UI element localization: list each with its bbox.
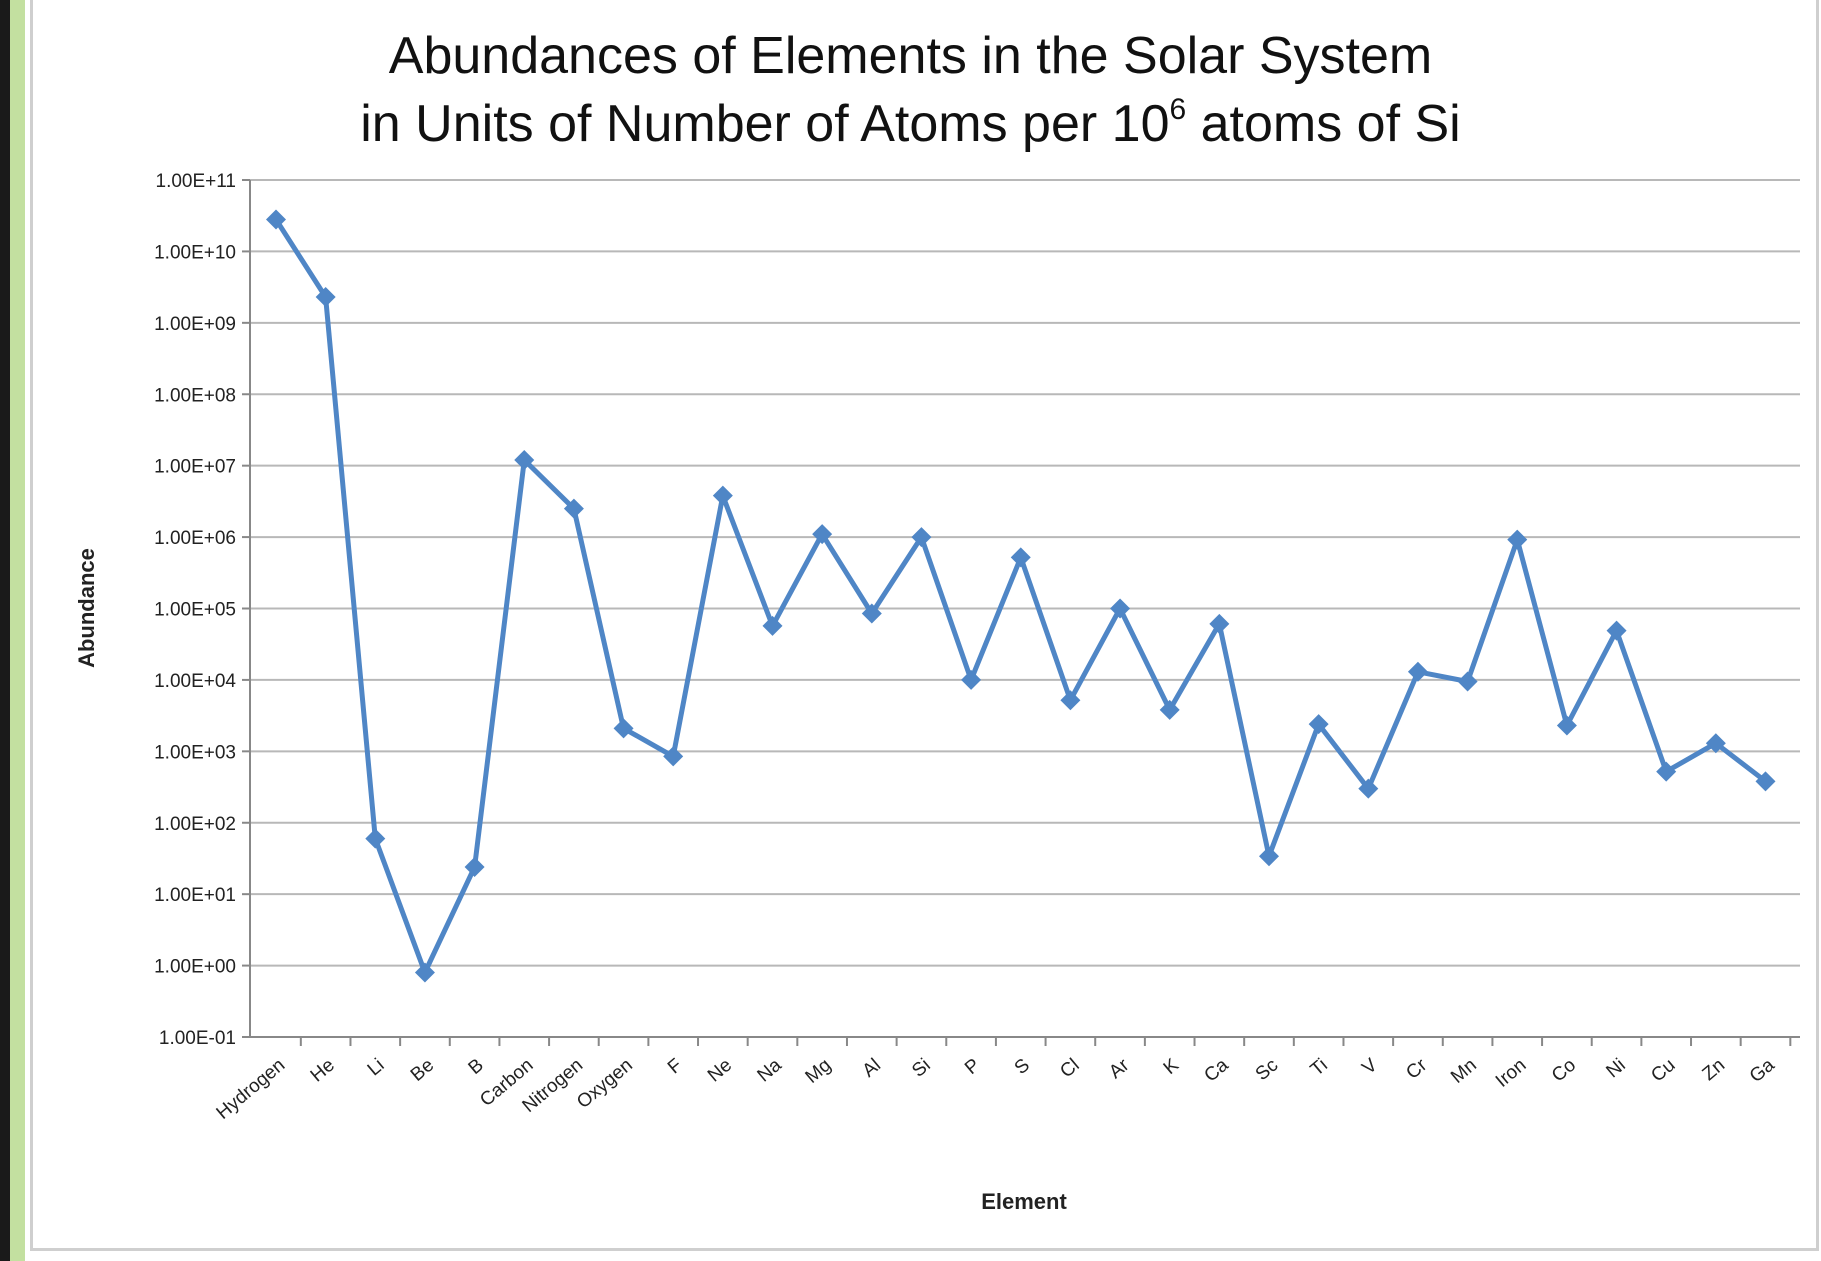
y-tick-label: 1.00E+10 <box>154 242 236 263</box>
x-tick-label: Mg <box>802 1055 836 1088</box>
data-point <box>365 828 386 849</box>
chart-title-superscript: 6 <box>1169 93 1187 126</box>
y-tick-labels: 1.00E-01 1.00E+00 1.00E+01 1.00E+02 1.00E+03… <box>154 171 236 1049</box>
x-tick-label: K <box>1160 1055 1183 1079</box>
data-point <box>613 718 634 739</box>
x-tick-label: V <box>1358 1055 1381 1079</box>
y-tick-label: 1.00E+09 <box>154 314 236 335</box>
x-tick-label: Na <box>754 1054 786 1086</box>
x-tick-label: Ni <box>1603 1055 1630 1083</box>
chart-title: Abundances of Elements in the Solar Syst… <box>0 22 1821 158</box>
y-tick-label: 1.00E+02 <box>154 814 236 835</box>
x-tick-label: Cl <box>1056 1055 1083 1083</box>
left-accent-bar <box>10 0 25 1261</box>
data-point <box>911 527 932 548</box>
chart-title-line-1: Abundances of Elements in the Solar Syst… <box>388 27 1433 85</box>
y-tick-label: 1.00E+01 <box>154 885 236 906</box>
chart-title-line-2-prefix: in Units of Number of Atoms per 10 <box>360 95 1170 153</box>
data-point <box>414 962 435 983</box>
chart-frame <box>30 0 1819 1251</box>
data-point <box>812 524 833 545</box>
data-point <box>1606 620 1627 641</box>
y-tick-label: 1.00E-01 <box>159 1028 236 1049</box>
axes <box>242 179 1800 1046</box>
data-point <box>1457 671 1478 692</box>
data-point <box>1308 714 1329 735</box>
data-point <box>663 746 684 767</box>
data-point <box>563 498 584 519</box>
data-point <box>1110 598 1131 619</box>
chart-title-line-2: in Units of Number of Atoms per 106 atom… <box>0 90 1821 158</box>
x-tick-label: Cr <box>1402 1054 1431 1083</box>
left-edge-bar <box>0 0 10 1261</box>
data-point <box>861 603 882 624</box>
y-tick-label: 1.00E+06 <box>154 528 236 549</box>
data-point <box>1010 547 1031 568</box>
x-tick-label: Ar <box>1105 1054 1134 1083</box>
data-point <box>762 615 783 636</box>
data-point <box>1556 715 1577 736</box>
x-tick-label: Iron <box>1492 1055 1531 1092</box>
y-tick-label: 1.00E+04 <box>154 671 236 692</box>
x-tick-label: Hydrogen <box>213 1055 290 1124</box>
data-point <box>464 857 485 878</box>
x-tick-label: Co <box>1548 1055 1580 1087</box>
y-tick-label: 1.00E+07 <box>154 457 236 478</box>
data-point <box>315 286 336 307</box>
x-tick-label: F <box>664 1055 686 1079</box>
x-tick-label: Ca <box>1200 1054 1232 1086</box>
data-point <box>712 485 733 506</box>
data-point <box>1259 846 1279 867</box>
x-tick-label: Ga <box>1746 1054 1779 1087</box>
chart-title-line-2-suffix: atoms of Si <box>1186 95 1461 153</box>
y-tick-label: 1.00E+03 <box>154 742 236 763</box>
data-point <box>1358 778 1379 799</box>
x-tick-label: Si <box>908 1055 934 1082</box>
x-tick-label: Mn <box>1447 1055 1481 1088</box>
x-tick-label: He <box>307 1055 339 1087</box>
data-point <box>1159 699 1180 720</box>
y-tick-label: 1.00E+11 <box>156 171 236 192</box>
x-tick-label: Al <box>859 1055 885 1082</box>
x-tick-label: Oxygen <box>573 1055 637 1113</box>
x-tick-label: S <box>1011 1055 1034 1079</box>
data-point <box>514 450 535 471</box>
y-axis-title: Abundance <box>74 548 99 668</box>
y-tick-label: 1.00E+00 <box>154 957 236 978</box>
x-tick-label: B <box>465 1055 488 1079</box>
x-tick-label: Be <box>407 1055 438 1086</box>
data-point <box>1507 529 1528 550</box>
data-point <box>266 209 286 230</box>
x-tick-label: Sc <box>1252 1055 1282 1085</box>
data-point <box>1755 771 1776 792</box>
data-point <box>1060 690 1081 711</box>
x-tick-label: Zn <box>1699 1055 1729 1085</box>
y-tick-label: 1.00E+05 <box>154 600 236 621</box>
data-point <box>961 669 982 690</box>
data-point <box>1209 613 1230 634</box>
series-line <box>273 218 1768 975</box>
x-tick-label: Li <box>364 1055 389 1081</box>
data-point <box>1407 661 1428 682</box>
x-tick-label: P <box>961 1055 984 1079</box>
x-tick-label: Ti <box>1307 1055 1332 1081</box>
x-tick-label: Ne <box>704 1055 736 1087</box>
x-tick-label: Cu <box>1647 1055 1679 1087</box>
data-point <box>1705 733 1726 754</box>
gridlines <box>250 179 1800 1038</box>
x-axis-title: Element <box>981 1189 1067 1214</box>
y-tick-label: 1.00E+08 <box>154 385 236 406</box>
data-series <box>266 209 1776 983</box>
data-point <box>1656 761 1677 782</box>
